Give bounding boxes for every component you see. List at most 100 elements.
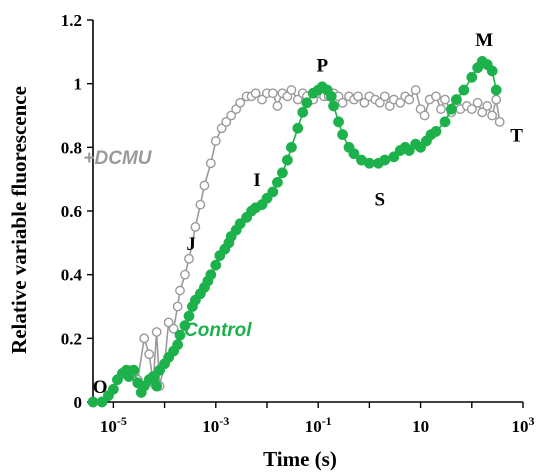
series-control xyxy=(87,55,502,408)
data-point xyxy=(286,85,297,95)
data-point xyxy=(491,94,502,105)
x-tick-label: 10 xyxy=(412,417,429,436)
phase-annotations: O J I P S M T +DCMU Control xyxy=(83,30,523,398)
data-point xyxy=(353,91,363,102)
data-point xyxy=(190,222,201,232)
series-line xyxy=(128,88,501,387)
data-point xyxy=(285,141,297,153)
data-point xyxy=(172,339,184,351)
y-tick-label: 1.2 xyxy=(61,11,82,30)
data-point xyxy=(172,301,183,312)
data-point xyxy=(466,104,477,115)
data-point xyxy=(466,71,478,83)
y-tick-label: 0.6 xyxy=(61,202,82,221)
series-line xyxy=(93,60,497,403)
data-point xyxy=(439,116,451,128)
data-point xyxy=(276,167,288,179)
data-point xyxy=(297,106,309,118)
data-point xyxy=(199,180,210,191)
axes: 0 0.2 0.4 0.6 0.8 1 1.2 10-5 10-3 10-1 10 103 xyxy=(61,11,535,436)
data-point xyxy=(175,285,185,296)
data-point xyxy=(174,329,186,341)
data-point xyxy=(257,94,267,105)
data-point xyxy=(205,269,217,281)
data-point xyxy=(235,97,246,108)
data-point xyxy=(128,364,140,376)
data-point xyxy=(281,154,293,166)
data-point xyxy=(440,94,450,105)
y-tick-label: 0.4 xyxy=(61,266,83,285)
data-point xyxy=(333,116,345,128)
phase-label-m: M xyxy=(475,30,493,51)
data-point xyxy=(210,136,221,146)
data-point xyxy=(144,349,155,360)
data-point xyxy=(379,91,390,102)
data-point xyxy=(374,97,385,108)
data-point xyxy=(210,259,222,271)
data-point xyxy=(226,110,237,121)
data-point xyxy=(139,333,150,344)
data-point xyxy=(458,84,470,96)
data-point xyxy=(168,323,179,334)
y-tick-label: 0.8 xyxy=(61,138,82,157)
phase-label-j: J xyxy=(186,234,196,255)
data-point xyxy=(395,97,406,108)
data-point xyxy=(179,320,191,332)
data-point xyxy=(436,104,446,115)
x-tick-label: 10-3 xyxy=(202,414,229,436)
phase-label-s: S xyxy=(375,189,386,210)
series-dcmu xyxy=(123,85,505,391)
x-axis-title: Time (s) xyxy=(263,447,337,471)
y-axis-title: Relative variable fluorescence xyxy=(7,86,31,354)
data-point xyxy=(450,94,462,106)
x-tick-label: 103 xyxy=(512,414,535,436)
data-point xyxy=(325,90,337,102)
data-point xyxy=(445,103,457,115)
data-point xyxy=(183,310,195,322)
data-point xyxy=(107,383,119,395)
data-point xyxy=(184,253,194,264)
series-label: +DCMU xyxy=(83,148,152,169)
data-point xyxy=(337,129,349,141)
phase-label-o: O xyxy=(93,377,108,398)
data-point xyxy=(410,85,421,95)
y-tick-label: 0 xyxy=(74,393,83,412)
data-point xyxy=(482,101,493,111)
data-point xyxy=(337,97,348,108)
data-point xyxy=(250,88,261,99)
data-point xyxy=(151,327,162,337)
data-point xyxy=(151,380,163,392)
x-tick-label: 10-5 xyxy=(100,414,127,436)
y-tick-label: 0.2 xyxy=(61,329,82,348)
y-tick-label: 1 xyxy=(74,75,83,94)
data-point xyxy=(486,65,498,77)
data-point xyxy=(163,317,174,328)
data-point xyxy=(494,116,505,127)
data-point xyxy=(404,94,415,105)
phase-label-p: P xyxy=(316,56,328,77)
data-point xyxy=(487,110,498,121)
data-point xyxy=(271,176,283,188)
data-point xyxy=(267,186,279,198)
x-tick-label: 10-1 xyxy=(305,414,332,436)
data-point xyxy=(221,116,232,127)
data-point xyxy=(267,88,278,99)
data-point xyxy=(272,101,283,111)
data-point xyxy=(205,158,216,169)
data-point xyxy=(348,148,360,160)
data-point xyxy=(477,107,488,118)
data-point xyxy=(180,269,190,280)
data-point xyxy=(490,84,502,96)
phase-label-i: I xyxy=(253,170,260,191)
data-point xyxy=(359,97,370,108)
series-label: Control xyxy=(184,320,252,341)
data-point xyxy=(430,125,442,137)
data-point xyxy=(216,123,227,134)
data-point xyxy=(431,91,441,102)
data-point xyxy=(292,122,304,134)
data-point xyxy=(292,94,303,105)
data-point xyxy=(301,97,313,109)
data-point xyxy=(328,100,340,112)
data-point xyxy=(419,110,430,121)
